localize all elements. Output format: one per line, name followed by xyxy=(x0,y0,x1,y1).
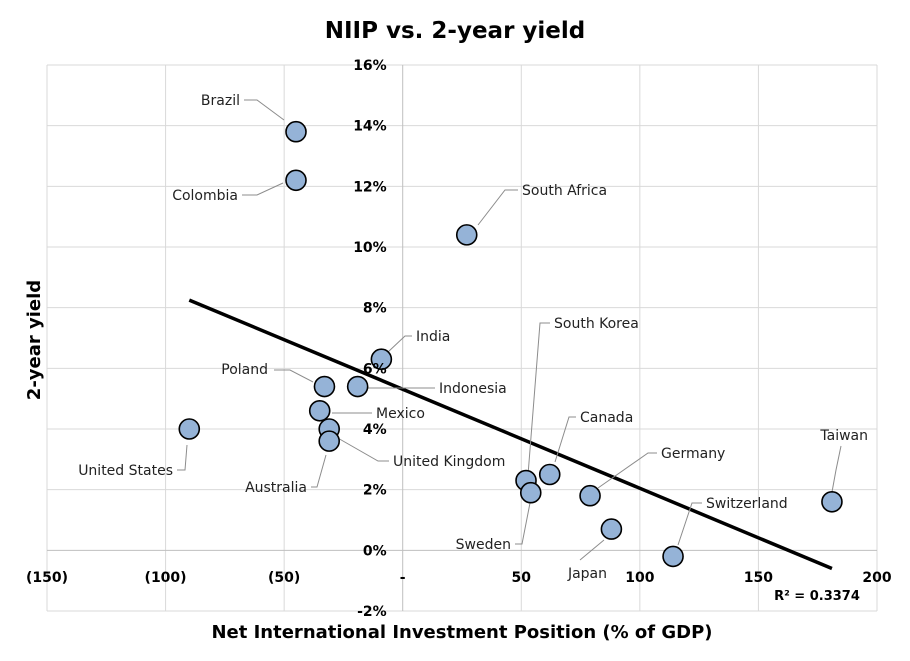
point-australia xyxy=(318,430,341,452)
leader-poland xyxy=(274,369,314,383)
label-australia: Australia xyxy=(245,480,307,496)
leader-germany xyxy=(597,452,657,489)
point-labels: Brazil Colombia South Africa India Poland Ind… xyxy=(78,93,868,582)
label-india: India xyxy=(416,329,450,345)
point-canada xyxy=(538,463,561,486)
point-switzerland xyxy=(662,545,684,568)
point-united-states xyxy=(178,418,201,440)
y-tick-label: -2% xyxy=(357,604,387,620)
point-indonesia xyxy=(346,375,369,398)
leader-taiwan xyxy=(831,445,842,493)
label-south-africa: South Africa xyxy=(522,183,607,199)
label-taiwan: Taiwan xyxy=(819,428,868,444)
leader-south-korea xyxy=(527,322,550,476)
label-brazil: Brazil xyxy=(201,93,240,109)
leader-south-africa xyxy=(477,189,518,226)
point-germany xyxy=(579,484,601,507)
label-poland: Poland xyxy=(221,362,268,378)
chart-title: NIIP vs. 2-year yield xyxy=(325,18,586,44)
label-united-kingdom: United Kingdom xyxy=(393,454,505,470)
point-colombia xyxy=(285,169,307,192)
trendline xyxy=(188,298,833,571)
leader-switzerland xyxy=(677,502,702,546)
y-tick-label: 14% xyxy=(353,119,387,135)
y-tick-label: 12% xyxy=(353,179,387,195)
label-germany: Germany xyxy=(661,446,725,462)
leader-japan xyxy=(579,539,605,561)
leader-united-states xyxy=(177,444,188,471)
x-tick-label: (150) xyxy=(26,570,68,586)
label-mexico: Mexico xyxy=(376,406,425,422)
trendline-layer xyxy=(188,298,833,571)
label-south-korea: South Korea xyxy=(554,316,639,332)
leader-brazil xyxy=(244,99,285,121)
point-south-africa xyxy=(455,224,478,246)
label-switzerland: Switzerland xyxy=(706,496,788,512)
point-poland xyxy=(313,375,336,398)
gridlines xyxy=(46,64,878,612)
x-tick-label: - xyxy=(400,570,406,586)
label-indonesia: Indonesia xyxy=(439,381,507,397)
point-india xyxy=(370,348,393,371)
leader-sweden xyxy=(515,502,531,545)
point-brazil xyxy=(285,120,307,143)
x-tick-label: 50 xyxy=(512,570,532,586)
data-points xyxy=(178,120,843,568)
y-tick-label: 8% xyxy=(363,301,387,317)
leader-canada xyxy=(554,416,576,463)
tick-labels: -2% 0% 2% 4% 6% 8% 10% 12% 14% 16% (150) (100) (50) -… xyxy=(26,58,892,620)
label-canada: Canada xyxy=(580,410,633,426)
point-sweden xyxy=(519,481,542,504)
label-japan: Japan xyxy=(567,566,607,582)
leader-lines xyxy=(177,99,842,561)
r-squared-label: R² = 0.3374 xyxy=(774,589,860,604)
leader-colombia xyxy=(242,182,284,196)
point-japan xyxy=(600,518,623,540)
x-tick-label: 200 xyxy=(862,570,891,586)
x-tick-label: (100) xyxy=(145,570,187,586)
leader-united-kingdom xyxy=(335,436,389,462)
x-axis-title: Net International Investment Position (%… xyxy=(211,622,712,643)
y-tick-label: 4% xyxy=(363,422,387,438)
x-tick-label: 150 xyxy=(744,570,773,586)
point-taiwan xyxy=(821,490,843,513)
x-tick-label: (50) xyxy=(268,570,300,586)
label-colombia: Colombia xyxy=(172,188,238,204)
y-tick-label: 0% xyxy=(363,543,387,559)
label-sweden: Sweden xyxy=(456,537,511,553)
y-axis-title: 2-year yield xyxy=(24,280,45,400)
point-mexico xyxy=(308,399,331,422)
x-tick-label: 100 xyxy=(625,570,654,586)
y-tick-label: 6% xyxy=(363,361,387,377)
y-tick-label: 2% xyxy=(363,483,387,499)
leader-australia xyxy=(311,454,327,488)
axes xyxy=(47,65,877,611)
label-united-states: United States xyxy=(78,463,173,479)
leader-india xyxy=(387,335,412,353)
y-tick-label: 16% xyxy=(353,58,387,74)
y-tick-label: 10% xyxy=(353,240,387,256)
